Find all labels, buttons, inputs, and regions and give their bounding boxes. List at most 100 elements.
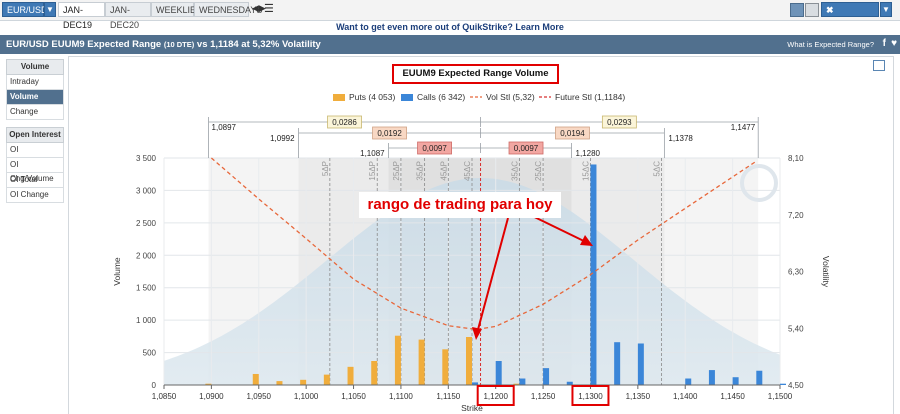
highlight-box	[476, 385, 515, 406]
chart-panel	[68, 56, 894, 414]
sidebar-item-oi[interactable]: OI	[6, 143, 64, 158]
title-rest: vs 1,1184 at 5,32% Volatility	[196, 39, 321, 50]
x-tick-label: 1,0950	[247, 392, 272, 401]
sidebar-heading-open-interest: Open Interest	[6, 127, 64, 143]
delta-label: 15ΔP	[368, 161, 377, 181]
x-tick-label: 1,1100	[389, 392, 413, 401]
range-width-box	[601, 115, 637, 129]
chart-icon[interactable]	[790, 3, 804, 17]
y-tick-label: 0	[152, 381, 157, 390]
calculator-icon[interactable]	[805, 3, 819, 17]
tab-jan-dec20[interactable]: JAN-DEC20	[105, 2, 151, 30]
tab-wednesdays[interactable]: WEDNESDAYS	[194, 2, 262, 17]
expected-range-help-link[interactable]: What is Expected Range?	[787, 40, 874, 49]
y-tick-label: 2 500	[136, 219, 157, 228]
instrument-chevron-down-icon[interactable]: ▼	[44, 2, 56, 17]
top-toolbar: EUR/USD ▼ JAN-DEC19 JAN-DEC20 WEEKLIES W…	[0, 0, 900, 30]
range-width-box	[555, 126, 590, 140]
put-bar	[418, 339, 425, 385]
annotation-arrow	[475, 217, 509, 338]
call-bar	[756, 370, 763, 385]
call-bar	[708, 370, 715, 385]
y-tick-label: 3 500	[136, 154, 157, 163]
range-width-label: 0,0097	[514, 144, 539, 153]
page-title: EUR/USD EUUM9 Expected Range (10 DTE) vs…	[6, 35, 321, 54]
call-bar	[543, 368, 550, 385]
instrument-select[interactable]: EUR/USD	[2, 2, 48, 17]
legend-calls-label: Calls (6 342)	[417, 92, 465, 102]
title-dte: (10 DTE)	[163, 40, 195, 49]
call-bar	[614, 342, 621, 385]
delta-label: 5ΔP	[321, 161, 330, 176]
y-tick-label: 3 000	[136, 186, 157, 195]
expand-icon[interactable]	[873, 60, 885, 71]
put-bar	[300, 379, 307, 385]
x-axis-label: Strike	[461, 403, 483, 413]
x-tick-label: 1,1050	[341, 392, 366, 401]
delta-label: 25ΔP	[392, 161, 401, 181]
range-high-label: 1,1477	[731, 123, 756, 132]
call-bar	[732, 377, 739, 385]
x-tick-label: 1,1200	[483, 392, 508, 401]
y2-tick-label: 8,10	[788, 154, 804, 163]
range-low-label: 1,0992	[270, 134, 295, 143]
sidebar-item-oi-change[interactable]: OI Change	[6, 188, 64, 203]
call-bar	[780, 383, 786, 385]
put-bar	[347, 366, 354, 385]
tab-list-icon[interactable]: ☰	[264, 3, 274, 15]
sidebar: Volume Intraday Volume Change Open Inter…	[6, 58, 64, 203]
range-width-box	[417, 141, 452, 155]
facebook-icon[interactable]: f	[882, 38, 886, 49]
sidebar-item-intraday[interactable]: Intraday	[6, 75, 64, 90]
tab-weeklies[interactable]: WEEKLIES	[151, 2, 202, 17]
call-bar	[519, 378, 526, 385]
quiktools-label: QUIKTOOLS	[826, 20, 880, 30]
range-width-label: 0,0194	[560, 129, 585, 138]
call-bar	[495, 361, 502, 385]
annotation-text: rango de trading para hoy	[359, 192, 561, 218]
probability-distribution-area	[164, 178, 780, 385]
legend-future-label: Future Stl (1,1184)	[555, 92, 625, 102]
x-tick-label: 1,1350	[626, 392, 651, 401]
call-bar	[590, 164, 597, 385]
promo-link[interactable]: Want to get even more out of QuikStrike?…	[336, 22, 564, 32]
tab-jan-dec19[interactable]: JAN-DEC19	[58, 2, 105, 30]
title-bar: EUR/USD EUUM9 Expected Range (10 DTE) vs…	[0, 35, 900, 54]
volatility-curve	[210, 157, 757, 331]
delta-label: 45ΔC	[463, 161, 472, 181]
x-tick-label: 1,1000	[294, 392, 319, 401]
quiktools-chevron-down-icon[interactable]: ▼	[880, 2, 892, 17]
sidebar-item-oi-total[interactable]: OI Total	[6, 173, 64, 188]
call-bar	[472, 382, 478, 385]
range-width-box	[327, 115, 362, 129]
sidebar-item-volume[interactable]: Volume	[6, 90, 64, 105]
range-low-label: 1,1087	[360, 149, 385, 158]
range-low-label: 1,0897	[212, 123, 237, 132]
x-tick-label: 1,0850	[152, 392, 177, 401]
legend-calls-swatch	[401, 94, 413, 101]
sidebar-heading-volume: Volume	[6, 59, 64, 75]
range-width-box	[508, 141, 544, 155]
delta-label: 15ΔC	[581, 161, 590, 181]
range-high-label: 1,1280	[576, 149, 601, 158]
put-bar	[371, 361, 378, 385]
x-tick-label: 1,0900	[199, 392, 224, 401]
y-tick-label: 500	[143, 349, 157, 358]
put-bar	[323, 374, 330, 385]
put-bar	[466, 337, 472, 385]
range-high-label: 1,1378	[668, 134, 693, 143]
delta-label: 35ΔP	[416, 161, 425, 181]
x-tick-label: 1,1400	[673, 392, 698, 401]
legend-puts-swatch	[333, 94, 345, 101]
highlight-box	[571, 385, 610, 406]
y2-tick-label: 4,50	[788, 381, 804, 390]
y-tick-label: 2 000	[136, 251, 157, 260]
tab-scroll-icon[interactable]: ◀▶	[252, 3, 266, 13]
range-width-label: 0,0286	[332, 118, 357, 127]
sidebar-item-change[interactable]: Change	[6, 105, 64, 120]
quiktools-button[interactable]: ✖ QUIKTOOLS	[821, 2, 879, 30]
twitter-icon[interactable]: ♥	[891, 38, 897, 49]
annotation-arrowhead	[580, 235, 593, 246]
range-width-label: 0,0097	[422, 144, 447, 153]
put-bar	[394, 335, 401, 385]
